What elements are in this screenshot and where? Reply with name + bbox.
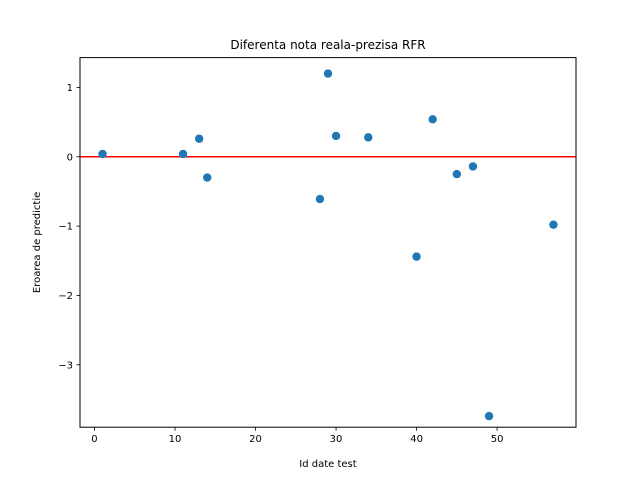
x-tick-label: 0: [91, 434, 97, 445]
data-point: [98, 149, 107, 159]
data-point: [484, 411, 494, 421]
data-point: [412, 252, 421, 261]
data-point: [331, 131, 341, 141]
plot-area: [80, 69, 576, 421]
data-point: [468, 162, 478, 171]
y-tick-label: 0: [67, 152, 73, 163]
data-point: [203, 173, 212, 182]
x-tick-label: 40: [410, 434, 423, 445]
data-point: [428, 115, 437, 124]
data-point: [452, 169, 462, 179]
x-tick-label: 50: [491, 434, 504, 445]
y-tick-label: −2: [58, 291, 73, 302]
x-axis-label: Id date test: [299, 459, 356, 470]
data-point: [549, 220, 558, 229]
data-point: [194, 134, 204, 143]
y-axis-label: Eroarea de predictie: [32, 192, 43, 293]
axes-frame: [79, 57, 577, 428]
data-point: [178, 149, 188, 159]
y-tick-label: −3: [58, 360, 73, 371]
x-tick-label: 30: [330, 434, 343, 445]
y-tick-label: −1: [58, 222, 73, 233]
y-tick-label: 1: [67, 83, 73, 94]
data-point: [364, 133, 373, 142]
data-point: [323, 69, 333, 78]
x-tick-label: 10: [169, 434, 182, 445]
chart-title: Diferenta nota reala-prezisa RFR: [230, 38, 425, 52]
data-point: [315, 194, 325, 204]
x-tick-label: 20: [249, 434, 262, 445]
